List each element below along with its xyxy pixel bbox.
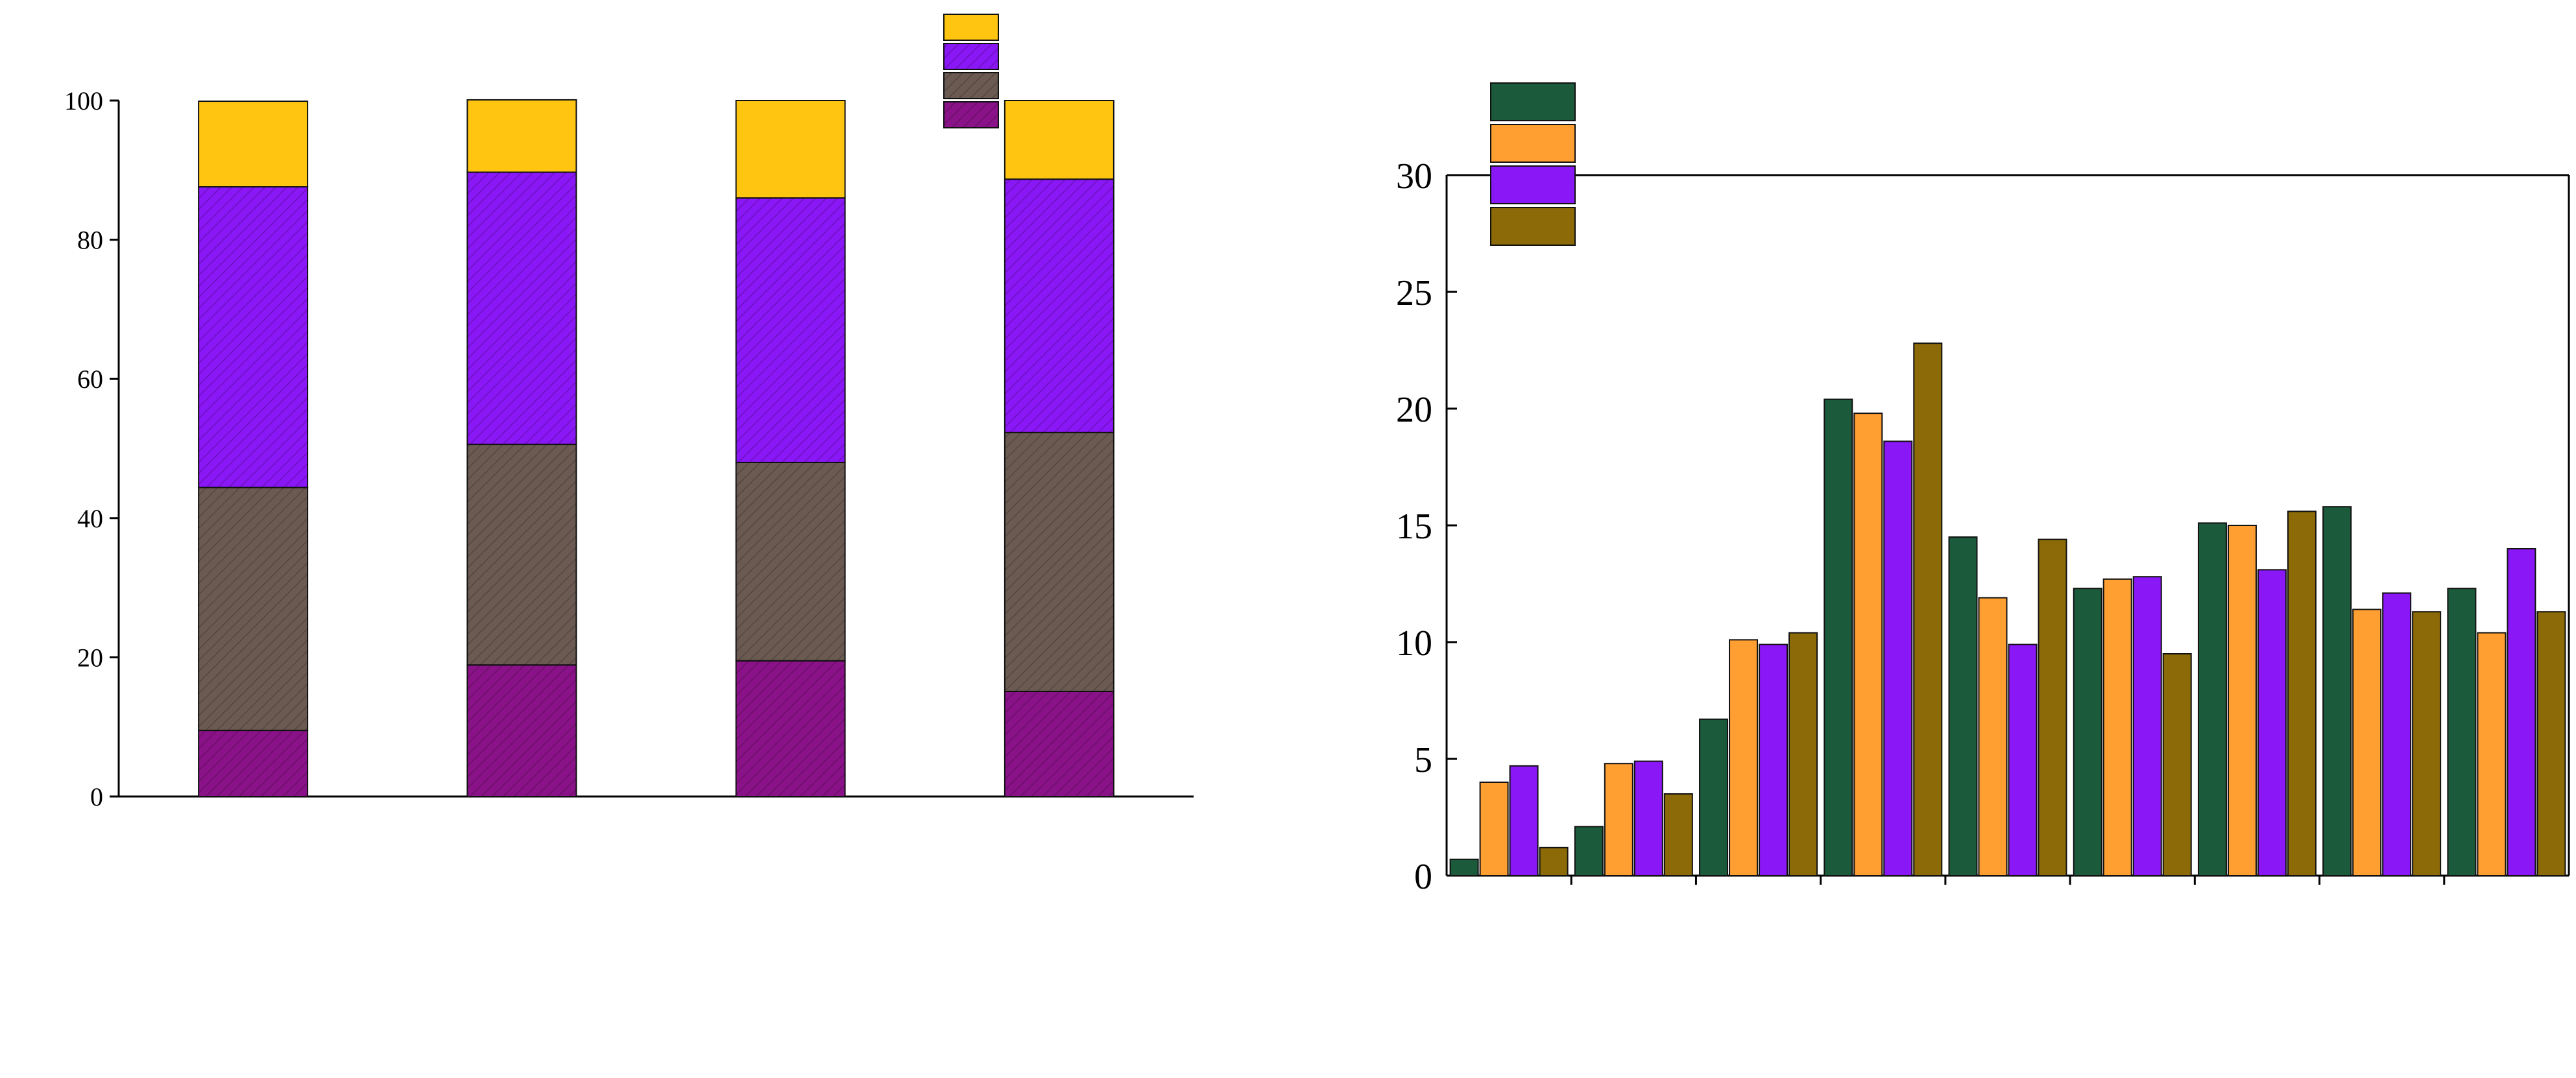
legend-swatch-hatch-a — [944, 73, 998, 99]
bar-hatch-a — [199, 730, 308, 797]
bar-hatch-a — [199, 187, 308, 488]
bar-hatch-a — [1004, 691, 1114, 797]
bar-b — [1883, 440, 1913, 876]
bar-hatch-a — [199, 487, 308, 731]
y-tick-label-b: 30 — [1396, 156, 1432, 197]
bar-b — [2227, 525, 2257, 876]
bar-b — [1948, 536, 1978, 876]
bar-b — [1853, 413, 1883, 876]
bar-segment-a — [198, 101, 309, 188]
bar-b — [1978, 597, 2008, 876]
bar-hatch-a — [1004, 432, 1114, 691]
bar-b — [2257, 569, 2287, 877]
legend-swatch-b — [1490, 82, 1576, 121]
bar-b — [1539, 846, 1569, 877]
bar-b — [2073, 588, 2102, 876]
bar-hatch-a — [467, 444, 577, 665]
bar-b — [1449, 858, 1479, 877]
y-tick-label-b: 10 — [1396, 623, 1432, 664]
bar-b — [2197, 522, 2227, 876]
bar-segment-a — [735, 100, 846, 199]
legend-swatch-b — [1490, 165, 1576, 204]
bar-b — [2477, 632, 2507, 876]
bar-b — [1604, 763, 1633, 876]
bar-hatch-a — [1004, 179, 1114, 433]
bar-b — [1824, 398, 1853, 876]
bar-b — [2322, 506, 2352, 876]
bar-b — [2507, 548, 2536, 876]
legend-swatch-a — [943, 14, 999, 41]
bar-b — [2352, 608, 2382, 876]
bar-hatch-a — [467, 172, 577, 445]
y-tick-label-b: 20 — [1396, 390, 1432, 430]
bar-b — [1699, 718, 1729, 877]
bar-b — [1663, 793, 1693, 876]
bar-b — [2162, 653, 2192, 876]
bar-segment-a — [466, 99, 577, 173]
bar-b — [1509, 765, 1539, 877]
bar-b — [2447, 588, 2477, 876]
bar-b — [2382, 592, 2412, 877]
bar-b — [2008, 643, 2038, 876]
y-tick-label-b: 15 — [1396, 507, 1432, 547]
legend-swatch-b — [1490, 124, 1576, 163]
bar-hatch-a — [736, 660, 845, 797]
chart-a: 0 20 40 60 80 100 — [64, 14, 1194, 811]
bar-b — [1759, 643, 1788, 876]
bar-hatch-a — [736, 462, 845, 661]
bar-b — [2038, 538, 2067, 876]
bar-segment-a — [1004, 100, 1114, 180]
bar-b — [1913, 342, 1943, 876]
y-tick-label-a: 80 — [77, 226, 103, 255]
bar-b — [2412, 611, 2442, 876]
y-tick-label-b: 5 — [1414, 740, 1432, 780]
chart-b: 0 5 10 15 20 25 30 — [1396, 82, 2570, 897]
y-tick-label-a: 20 — [77, 643, 103, 672]
y-tick-label-a: 0 — [90, 782, 103, 811]
y-tick-label-a: 40 — [77, 504, 103, 533]
bar-b — [1729, 639, 1759, 877]
bar-b — [2102, 578, 2132, 876]
bar-hatch-a — [467, 665, 577, 797]
bar-b — [2287, 510, 2317, 876]
legend-swatch-hatch-a — [944, 102, 998, 128]
legend-swatch-hatch-a — [944, 43, 998, 69]
bar-b — [2536, 611, 2566, 876]
legend-swatch-b — [1490, 207, 1576, 246]
bar-b — [2132, 576, 2162, 876]
bar-hatch-a — [736, 198, 845, 462]
bar-b — [1633, 760, 1663, 876]
bar-b — [1574, 826, 1604, 877]
y-tick-label-a: 100 — [64, 86, 103, 115]
y-tick-label-a: 60 — [77, 365, 103, 394]
y-tick-label-b: 25 — [1396, 273, 1432, 313]
y-tick-label-b: 0 — [1414, 857, 1432, 897]
bar-b — [1788, 632, 1818, 876]
bar-b — [1479, 782, 1509, 876]
